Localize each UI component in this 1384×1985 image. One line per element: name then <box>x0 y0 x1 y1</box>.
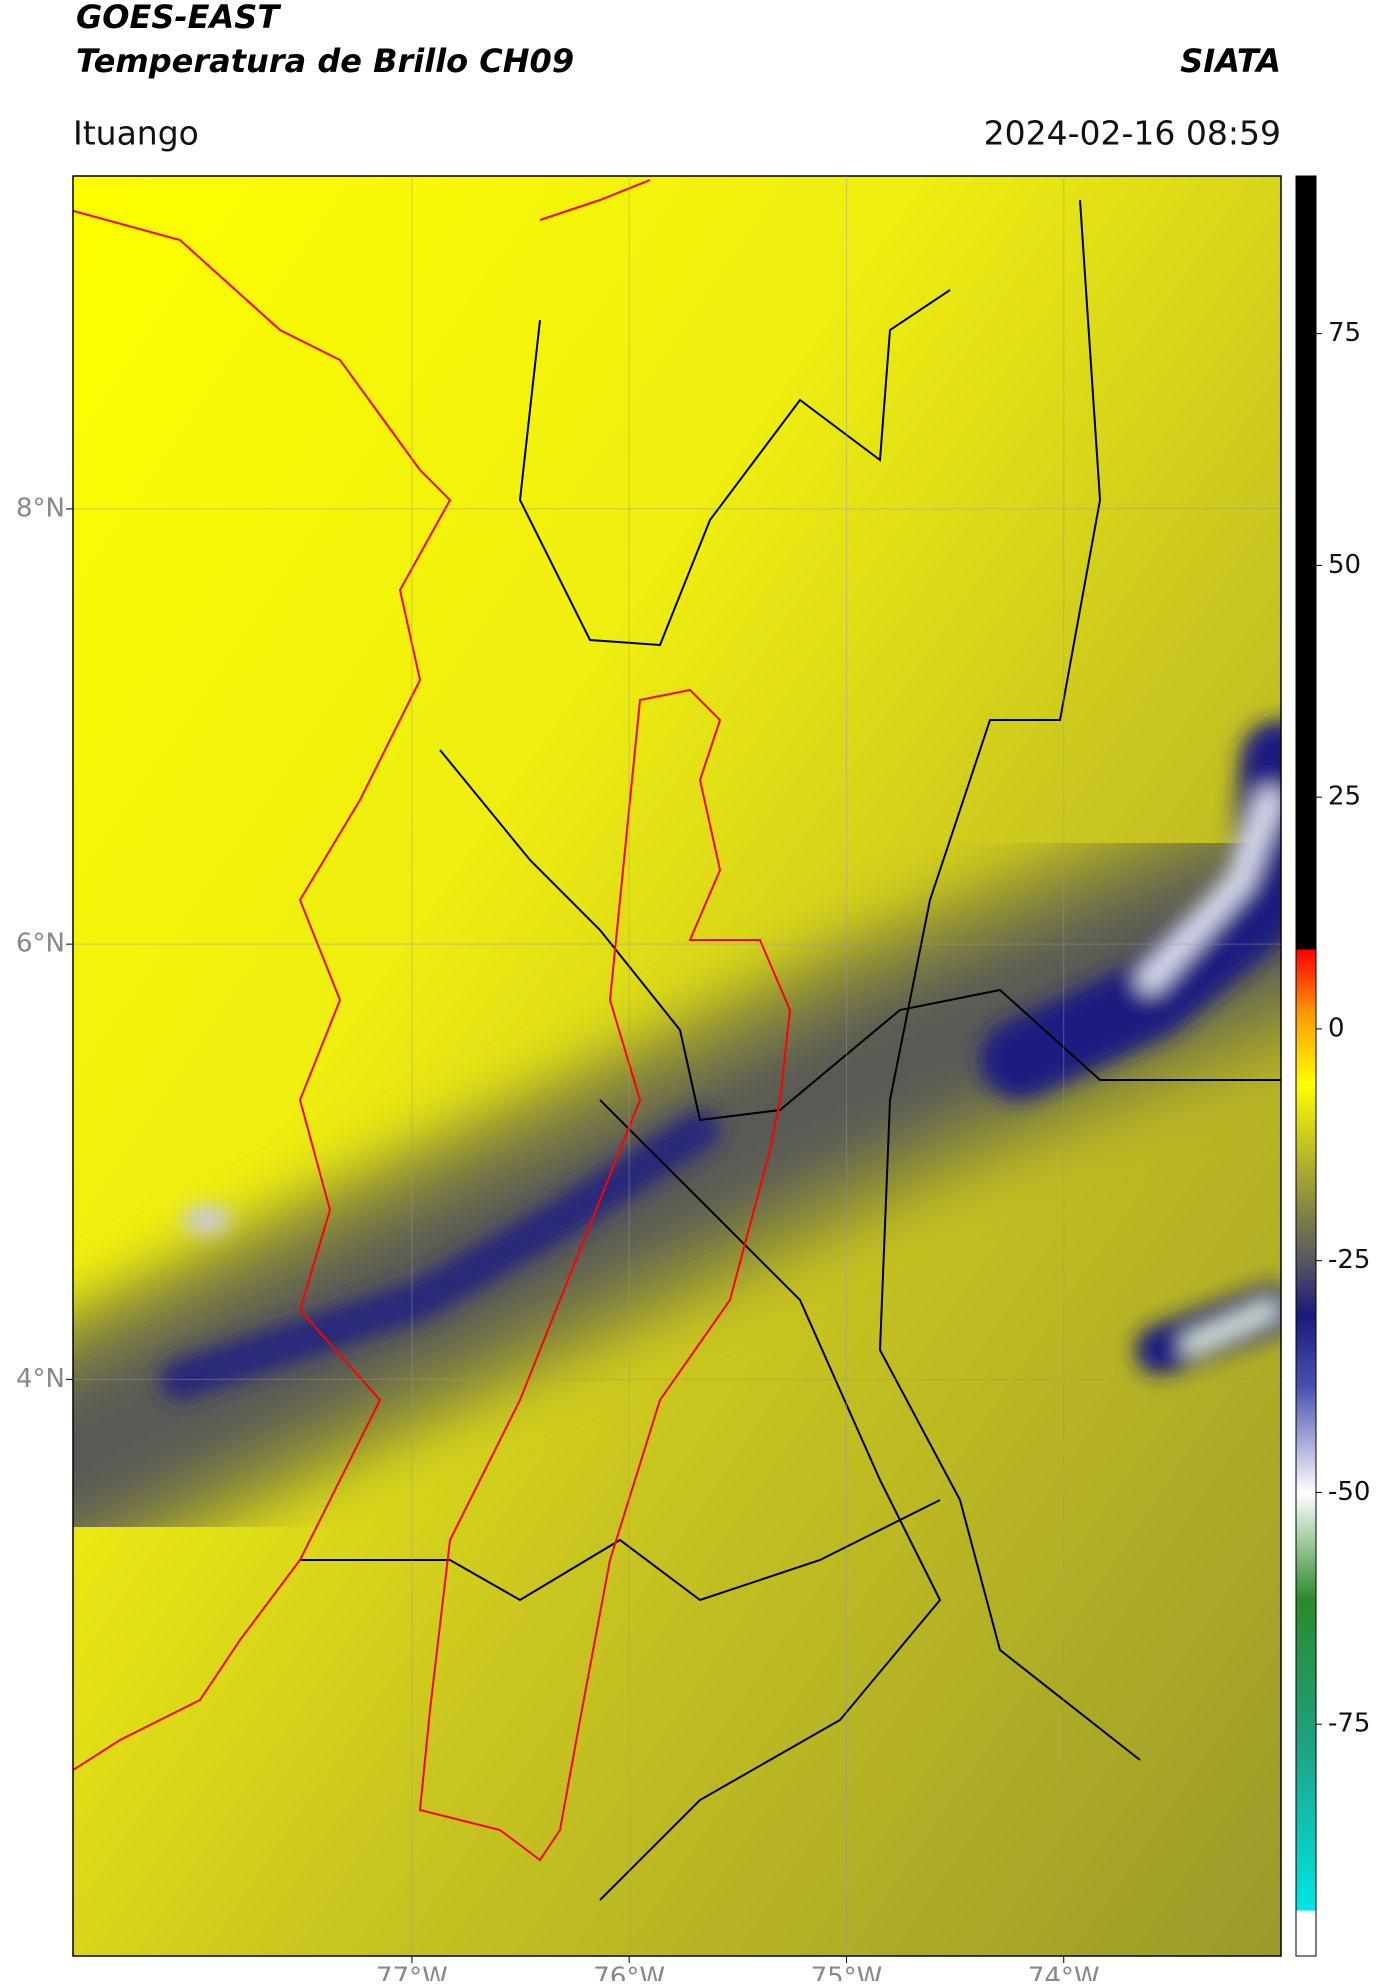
colorbar <box>1295 175 1317 1957</box>
y-tick-label: 4°N <box>16 1364 65 1394</box>
map-frame <box>72 175 1282 1957</box>
colorbar-tick-label: -75 <box>1328 1709 1370 1739</box>
colorbar-tick-label: 75 <box>1328 318 1361 348</box>
colorbar-tick-label: 0 <box>1328 1013 1345 1043</box>
colorbar-tick-label: -25 <box>1328 1245 1370 1275</box>
y-tick-label: 8°N <box>16 493 65 523</box>
y-tick-label: 6°N <box>16 929 65 959</box>
subtitle: Temperatura de Brillo CH09 <box>76 42 574 80</box>
x-tick-label: 74°W <box>1028 1963 1100 1982</box>
title: GOES-EAST <box>76 0 281 36</box>
colorbar-tick-label: -50 <box>1328 1477 1370 1507</box>
colorbar-tick-label: 50 <box>1328 550 1361 580</box>
x-tick-label: 76°W <box>593 1963 665 1982</box>
x-tick-label: 77°W <box>376 1963 448 1982</box>
x-tick-label: 75°W <box>811 1963 883 1982</box>
colorbar-tick-label: 25 <box>1328 782 1361 812</box>
satellite-image <box>73 176 1281 1956</box>
brand: SIATA <box>1180 42 1281 80</box>
location: Ituango <box>73 114 199 153</box>
timestamp: 2024-02-16 08:59 <box>984 114 1281 153</box>
